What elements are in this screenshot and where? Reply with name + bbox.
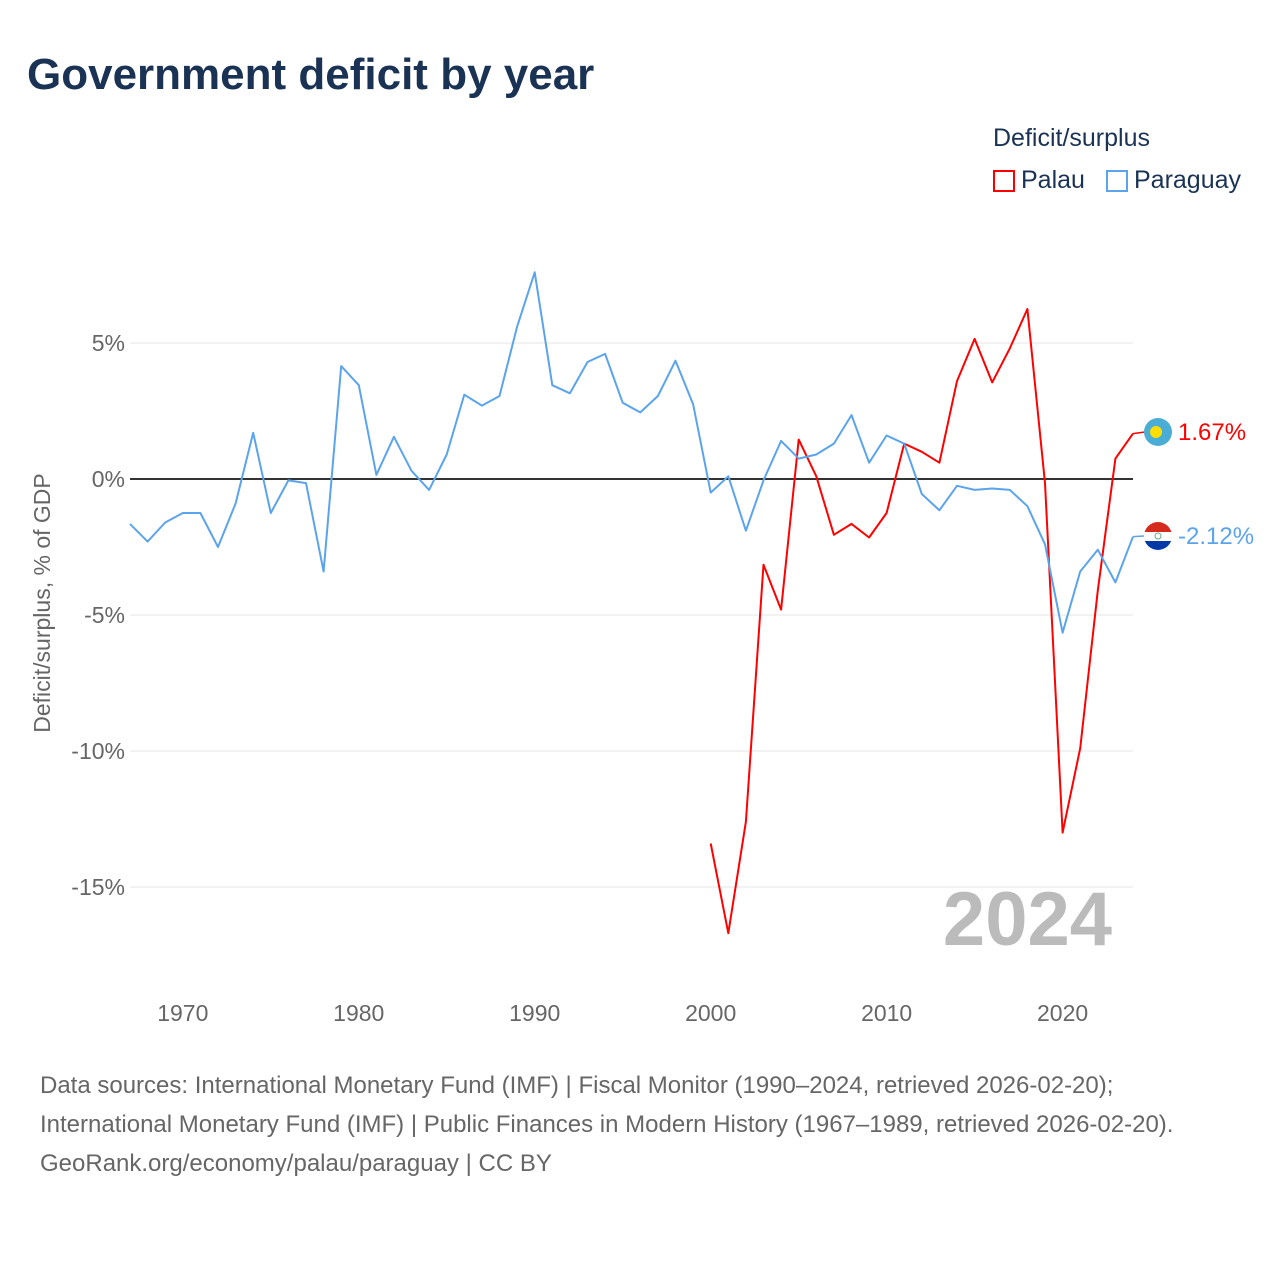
- y-tick-label: -10%: [71, 738, 125, 764]
- legend-swatch-paraguay: [1106, 169, 1128, 192]
- y-tick-label: -5%: [84, 602, 125, 628]
- legend-title: Deficit/surplus: [993, 124, 1150, 152]
- end-value-label: -2.12%: [1178, 523, 1254, 550]
- palau-flag-icon: [1144, 418, 1172, 446]
- legend-swatch-palau: [993, 169, 1015, 192]
- chart-title: Government deficit by year: [27, 50, 595, 99]
- legend-item-palau[interactable]: Palau: [993, 166, 1085, 195]
- current-year-label: 2024: [943, 877, 1112, 962]
- x-tick-label: 1970: [157, 1000, 208, 1026]
- x-tick-label: 2010: [861, 1000, 912, 1026]
- flag-white: [1144, 532, 1172, 541]
- data-sources: Data sources: International Monetary Fun…: [40, 1072, 1174, 1138]
- end-connector: [1132, 535, 1146, 538]
- legend-item-paraguay[interactable]: Paraguay: [1106, 166, 1241, 195]
- flag-emblem: [1154, 532, 1162, 540]
- credit-link[interactable]: GeoRank.org/economy/palau/paraguay | CC …: [40, 1150, 552, 1177]
- y-tick-label: 0%: [92, 466, 125, 492]
- x-tick-label: 2020: [1037, 1000, 1088, 1026]
- x-tick-label: 2000: [685, 1000, 736, 1026]
- y-tick-label: -15%: [71, 874, 125, 900]
- flag-stripes: [1144, 522, 1172, 550]
- series-line-paraguay: [129, 271, 1134, 634]
- end-value-label: 1.67%: [1178, 419, 1246, 446]
- flag-blue: [1144, 541, 1172, 550]
- end-connector: [1132, 431, 1146, 435]
- flag-disc: [1150, 426, 1162, 438]
- flag-red: [1144, 522, 1172, 532]
- legend-label: Palau: [1021, 166, 1085, 194]
- series-line-palau: [709, 308, 1134, 935]
- y-axis-label: Deficit/surplus, % of GDP: [29, 473, 55, 732]
- x-tick-label: 1980: [333, 1000, 384, 1026]
- paraguay-flag-icon: [1144, 522, 1172, 550]
- legend-label: Paraguay: [1134, 166, 1242, 194]
- x-tick-label: 1990: [509, 1000, 560, 1026]
- y-tick-label: 5%: [92, 330, 125, 356]
- footer: Data sources: International Monetary Fun…: [40, 1066, 1240, 1183]
